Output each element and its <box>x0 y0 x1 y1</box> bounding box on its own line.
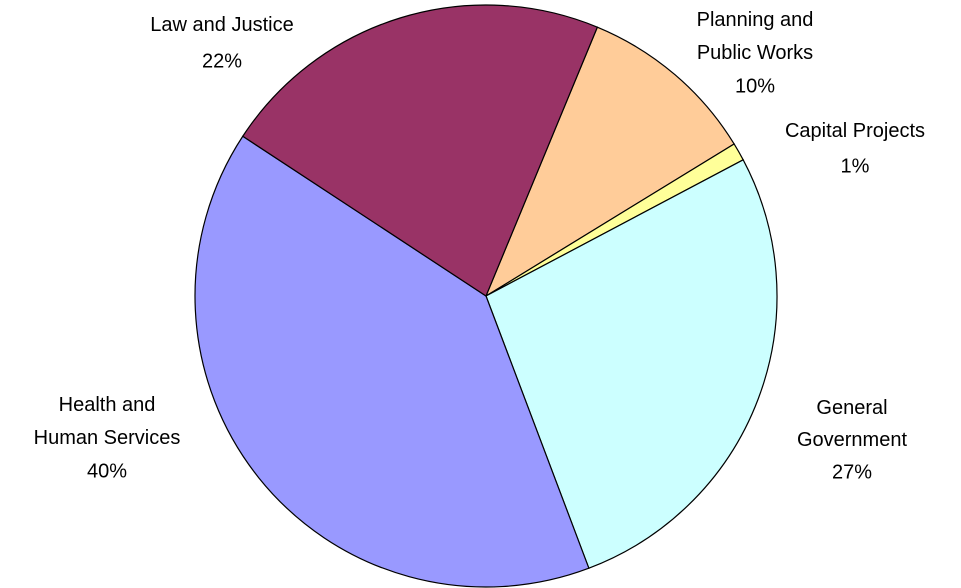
pie-slice <box>485 159 778 569</box>
value-label: 22% <box>202 50 242 72</box>
value-label: 40% <box>87 460 127 482</box>
slice-label: Planning and Public Works <box>697 9 814 64</box>
value-label: 1% <box>841 155 870 177</box>
pie-slice <box>484 26 735 298</box>
slice-label: Health and Human Services <box>34 394 181 449</box>
pie-slice <box>241 4 599 297</box>
value-label: 10% <box>735 75 775 97</box>
slice-label: General Government <box>797 397 907 451</box>
slice-label: Capital Projects <box>785 120 925 142</box>
value-label: 27% <box>832 461 872 483</box>
slice-label: Law and Justice <box>150 14 293 36</box>
pie-slice <box>194 135 590 588</box>
